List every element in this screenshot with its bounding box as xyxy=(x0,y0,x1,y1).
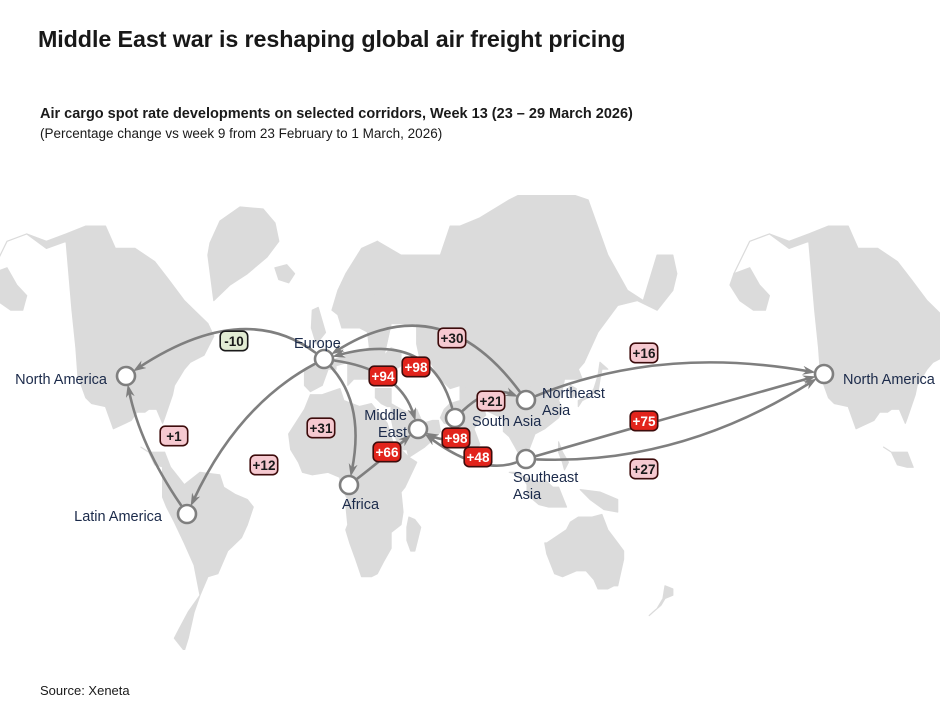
svg-text:+98: +98 xyxy=(445,431,468,446)
svg-text:Asia: Asia xyxy=(513,487,542,503)
svg-text:+48: +48 xyxy=(467,450,490,465)
svg-text:+66: +66 xyxy=(376,445,399,460)
svg-text:Middle: Middle xyxy=(364,408,407,424)
svg-text:-10: -10 xyxy=(224,334,244,349)
svg-text:North America: North America xyxy=(15,372,108,388)
svg-text:+31: +31 xyxy=(310,421,333,436)
svg-text:+30: +30 xyxy=(441,331,464,346)
svg-text:+12: +12 xyxy=(253,458,276,473)
svg-text:+98: +98 xyxy=(405,360,428,375)
svg-text:North America: North America xyxy=(843,372,936,388)
svg-text:East: East xyxy=(378,425,407,441)
svg-text:Europe: Europe xyxy=(294,336,341,352)
svg-text:+27: +27 xyxy=(633,462,656,477)
svg-text:Africa: Africa xyxy=(342,497,380,513)
svg-text:+16: +16 xyxy=(633,346,656,361)
svg-text:Asia: Asia xyxy=(542,403,571,419)
svg-text:+94: +94 xyxy=(372,369,395,384)
svg-text:Northeast: Northeast xyxy=(542,386,605,402)
svg-text:Latin America: Latin America xyxy=(74,509,163,525)
svg-text:+21: +21 xyxy=(480,394,503,409)
svg-text:+75: +75 xyxy=(633,414,656,429)
svg-text:Southeast: Southeast xyxy=(513,470,578,486)
svg-text:+1: +1 xyxy=(166,429,182,444)
svg-text:South Asia: South Asia xyxy=(472,414,542,430)
